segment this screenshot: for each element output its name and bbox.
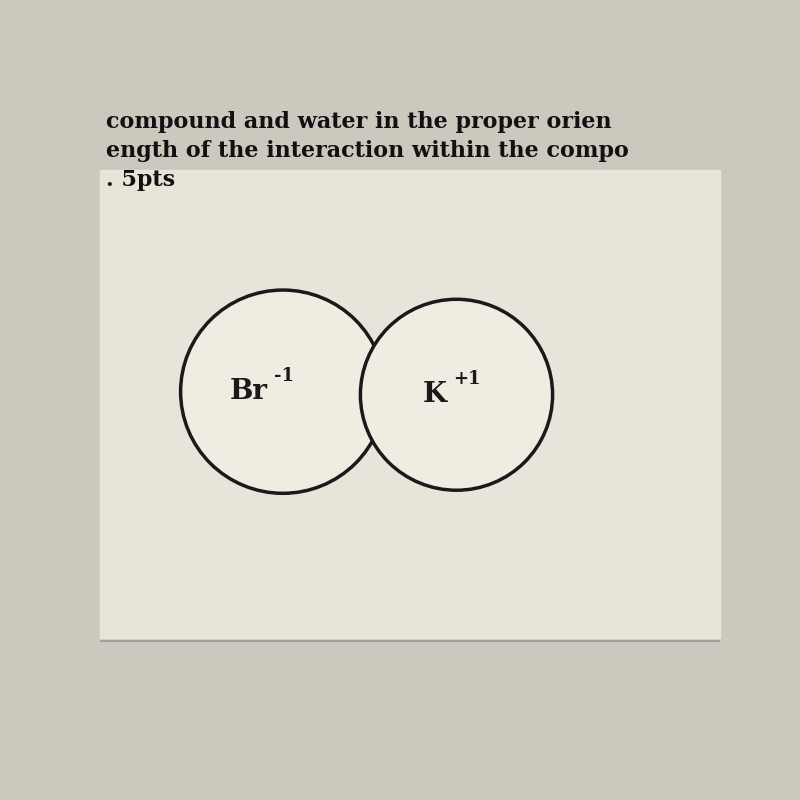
Text: +1: +1 [454,370,481,388]
Text: compound and water in the proper orien: compound and water in the proper orien [106,111,612,134]
Text: . 5pts: . 5pts [106,170,175,191]
Bar [100,170,720,638]
Text: -1: -1 [274,367,294,386]
Text: ength of the interaction within the compo: ength of the interaction within the comp… [106,140,629,162]
Text: Br: Br [230,378,267,405]
Circle shape [181,290,386,494]
Circle shape [360,299,553,490]
Text: K: K [423,382,447,408]
